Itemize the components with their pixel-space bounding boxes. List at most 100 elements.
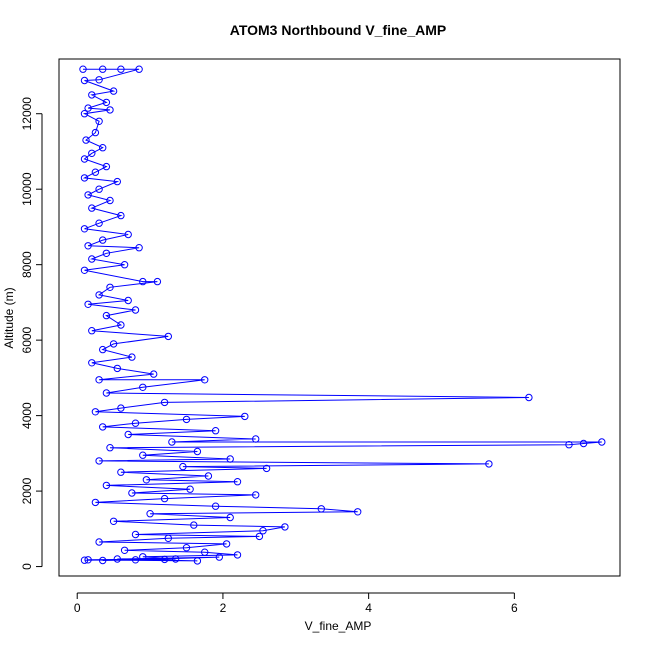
y-tick-label: 10000 <box>20 172 34 206</box>
data-point <box>135 244 143 252</box>
data-point <box>255 532 264 541</box>
y-axis-label: Altitude (m) <box>2 287 16 348</box>
data-point <box>99 345 107 354</box>
data-point <box>95 376 103 384</box>
data-point <box>95 185 103 193</box>
data-point <box>485 460 493 468</box>
y-tick-label: 8000 <box>20 251 34 278</box>
data-point <box>131 419 140 427</box>
data-point <box>102 311 111 320</box>
data-point <box>525 393 533 402</box>
data-point <box>139 277 147 286</box>
y-axis: 0 2000 4000 6000 8000 10000 12000 <box>20 97 43 570</box>
data-point <box>95 219 103 227</box>
data-point <box>113 555 122 563</box>
data-point <box>168 438 176 446</box>
data-point <box>120 546 129 554</box>
data-point <box>80 155 89 163</box>
data-point <box>211 427 220 435</box>
x-axis: 0 2 4 6 <box>74 592 518 615</box>
data-point <box>117 404 125 412</box>
data-point <box>182 544 191 552</box>
data-point <box>102 162 111 171</box>
data-point <box>80 76 89 85</box>
data-point <box>201 548 209 556</box>
data-point <box>117 65 125 73</box>
y-tick-label: 2000 <box>20 477 34 504</box>
data-point <box>153 277 162 286</box>
data-point <box>160 398 169 407</box>
data-point <box>113 177 122 186</box>
data-point <box>281 523 289 531</box>
data-point <box>150 370 158 378</box>
data-point <box>99 65 107 73</box>
data-point <box>171 555 180 563</box>
y-tick-label: 12000 <box>20 97 34 131</box>
data-point <box>190 521 198 529</box>
data-point <box>259 527 267 535</box>
data-point <box>233 478 242 486</box>
data-point <box>95 538 103 546</box>
data-point <box>88 255 96 263</box>
data-point <box>131 530 140 539</box>
data-point <box>193 447 202 456</box>
x-tick-label: 6 <box>511 601 518 615</box>
data-point <box>106 444 114 452</box>
x-axis-label: V_fine_AMP <box>305 619 372 633</box>
data-point <box>124 296 132 305</box>
data-point <box>201 376 209 384</box>
data-point <box>84 242 92 250</box>
data-point <box>91 128 100 137</box>
data-point <box>182 415 191 424</box>
data-point <box>579 439 588 448</box>
data-point <box>124 230 132 239</box>
data-point <box>131 306 140 314</box>
series-layer <box>79 65 606 565</box>
data-point <box>102 249 111 258</box>
data-point <box>88 204 96 212</box>
y-tick-label: 4000 <box>20 402 34 429</box>
data-point <box>142 476 151 484</box>
data-point <box>88 91 96 99</box>
data-point <box>146 510 154 518</box>
y-tick-label: 0 <box>20 563 34 570</box>
data-point <box>124 430 132 439</box>
data-point <box>160 494 169 503</box>
data-point <box>82 136 90 144</box>
data-point <box>95 117 103 126</box>
data-point <box>95 291 103 299</box>
data-point <box>80 556 89 564</box>
data-point <box>204 472 213 480</box>
data-point <box>102 481 111 490</box>
data-point <box>117 468 125 476</box>
x-tick-label: 2 <box>220 601 227 615</box>
data-point <box>226 455 234 463</box>
data-point <box>117 321 125 329</box>
data-point <box>106 196 114 205</box>
data-point <box>179 462 187 471</box>
data-point <box>139 451 147 459</box>
data-point <box>91 168 100 176</box>
x-tick-label: 4 <box>365 601 372 615</box>
data-point <box>222 540 231 548</box>
data-point <box>99 236 107 244</box>
data-point <box>186 485 194 493</box>
data-point <box>88 149 96 158</box>
data-point <box>317 505 325 513</box>
data-point <box>215 553 224 561</box>
data-point <box>95 457 103 465</box>
data-point <box>139 383 147 391</box>
data-point <box>95 76 103 84</box>
data-point <box>109 517 118 525</box>
data-point <box>99 423 107 431</box>
data-point <box>117 211 125 220</box>
data-point <box>160 555 169 564</box>
data-point <box>252 435 260 443</box>
data-point <box>80 110 89 118</box>
data-point <box>84 300 92 308</box>
data-point <box>598 438 606 446</box>
data-point <box>80 225 89 233</box>
data-point <box>565 441 573 449</box>
data-point <box>102 389 111 397</box>
